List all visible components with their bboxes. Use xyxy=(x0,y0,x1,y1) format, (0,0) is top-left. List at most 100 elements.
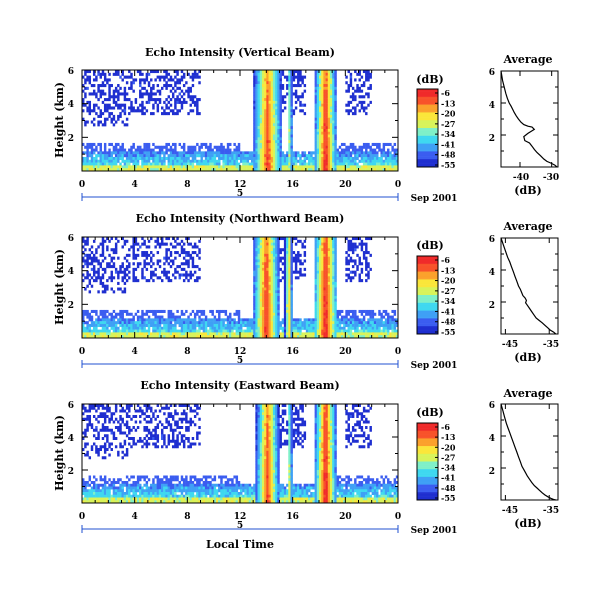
heatmap-cell xyxy=(88,75,92,79)
heatmap-cell xyxy=(196,168,199,172)
heatmap-cell xyxy=(171,109,175,113)
heatmap-cell xyxy=(316,145,320,149)
heatmap-cell xyxy=(319,318,322,322)
heatmap-cell xyxy=(248,332,252,336)
heatmap-cell xyxy=(365,165,368,169)
heatmap-cell xyxy=(257,239,260,243)
heatmap-cell xyxy=(156,239,160,243)
heatmap-cell xyxy=(268,100,271,104)
heatmap-cell xyxy=(167,329,171,333)
heatmap-cell xyxy=(152,312,155,316)
heatmap-cell xyxy=(224,165,228,169)
heatmap-cell xyxy=(283,321,287,325)
heatmap-cell xyxy=(277,237,280,241)
heatmap-cell xyxy=(384,323,388,328)
heatmap-cell xyxy=(393,151,397,155)
heatmap-cell xyxy=(308,335,311,339)
heatmap-cell xyxy=(334,165,337,169)
heatmap-cell xyxy=(261,326,265,330)
heatmap-cell xyxy=(354,315,357,319)
heatmap-cell xyxy=(84,329,87,333)
heatmap-cell xyxy=(187,237,190,241)
heatmap-cell xyxy=(171,168,175,172)
heatmap-cell xyxy=(351,159,355,163)
heatmap-cell xyxy=(189,165,192,169)
heatmap-cell xyxy=(334,120,337,124)
heatmap-cell xyxy=(198,335,201,339)
heatmap-cell xyxy=(154,326,157,330)
heatmap-cell xyxy=(88,92,92,96)
heatmap-cell xyxy=(294,326,298,330)
heatmap-cell xyxy=(204,315,208,319)
heatmap-cell xyxy=(152,98,155,102)
heatmap-cell xyxy=(356,335,359,339)
heatmap-cell xyxy=(301,321,304,325)
heatmap-cell xyxy=(314,245,318,249)
colorbar-swatch xyxy=(417,102,438,104)
heatmap-cell xyxy=(189,335,192,339)
heatmap-cell xyxy=(84,321,87,325)
heatmap-cell xyxy=(90,162,94,166)
heatmap-cell xyxy=(130,245,133,249)
heatmap-cell xyxy=(321,242,324,246)
heatmap-cell xyxy=(334,114,337,118)
heatmap-cell xyxy=(288,148,291,152)
heatmap-cell xyxy=(286,251,289,255)
heatmap-cell xyxy=(279,154,282,158)
heatmap-cell xyxy=(286,279,289,283)
heatmap-cell xyxy=(354,335,357,339)
heatmap-cell xyxy=(290,248,293,252)
heatmap-cell xyxy=(147,145,151,149)
heatmap-cell xyxy=(174,159,177,163)
heatmap-cell xyxy=(156,151,160,155)
heatmap-cell xyxy=(305,323,309,328)
heatmap-cell xyxy=(253,309,256,313)
heatmap-cell xyxy=(349,162,353,166)
heatmap-cell xyxy=(360,239,364,243)
heatmap-cell xyxy=(257,86,260,90)
heatmap-cell xyxy=(367,332,370,336)
heatmap-cell xyxy=(329,284,333,288)
heatmap-cell xyxy=(101,72,105,76)
heatmap-cell xyxy=(332,140,335,144)
heatmap-cell xyxy=(112,165,116,169)
heatmap-cell xyxy=(110,248,113,252)
heatmap-cell xyxy=(272,312,276,316)
heatmap-cell xyxy=(88,159,92,163)
heatmap-cell xyxy=(253,75,256,79)
heatmap-cell xyxy=(279,109,282,113)
heatmap-cell xyxy=(165,145,168,149)
heatmap-cell xyxy=(86,262,89,266)
heatmap-cell xyxy=(264,106,267,110)
heatmap-cell xyxy=(141,168,144,172)
heatmap-cell xyxy=(95,276,98,280)
heatmap-cell xyxy=(369,148,372,152)
colorbar-swatch xyxy=(417,144,438,147)
heatmap-cell xyxy=(112,309,116,313)
heatmap-cell xyxy=(387,151,390,155)
heatmap-cell xyxy=(112,256,116,260)
heatmap-cell xyxy=(272,112,276,116)
heatmap-cell xyxy=(314,251,318,255)
heatmap-cell xyxy=(365,70,368,74)
heatmap-cell xyxy=(92,309,96,313)
heatmap-cell xyxy=(378,309,381,313)
heatmap-cell xyxy=(121,154,124,158)
heatmap-cell xyxy=(303,168,307,172)
heatmap-cell xyxy=(103,145,107,149)
heatmap-cell xyxy=(235,159,239,163)
heatmap-cell xyxy=(343,326,346,330)
heatmap-cell xyxy=(255,92,258,96)
heatmap-cell xyxy=(270,237,274,241)
heatmap-cell xyxy=(327,239,331,243)
heatmap-cell xyxy=(150,156,153,161)
heatmap-cell xyxy=(92,109,96,113)
heatmap-cell xyxy=(134,78,138,82)
heatmap-cell xyxy=(279,134,282,138)
heatmap-cell xyxy=(185,253,188,257)
heatmap-cell xyxy=(360,323,364,328)
heatmap-cell xyxy=(321,128,324,132)
heatmap-cell xyxy=(189,323,192,328)
heatmap-cell xyxy=(161,318,164,322)
heatmap-cell xyxy=(321,329,324,333)
